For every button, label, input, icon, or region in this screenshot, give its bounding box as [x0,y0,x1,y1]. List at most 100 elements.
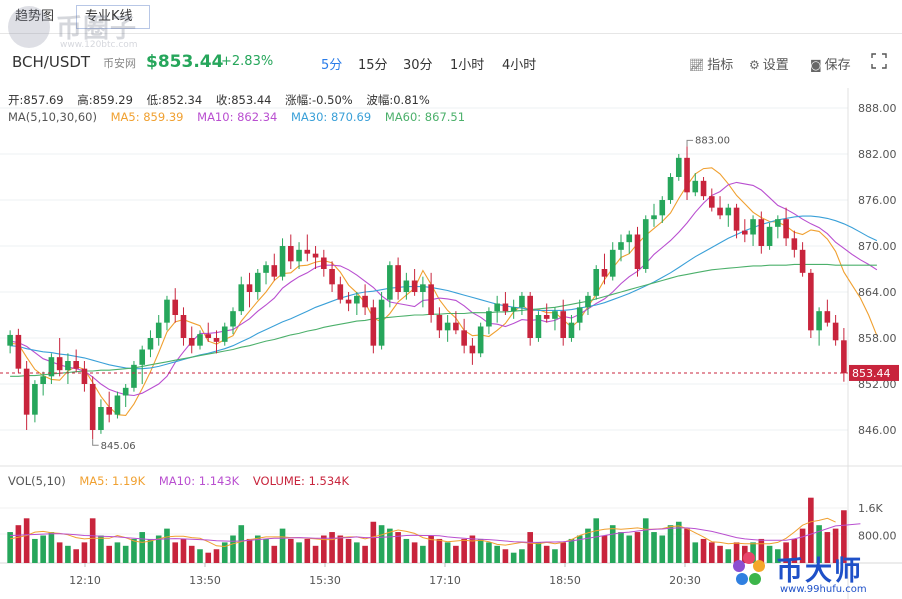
volume-bar [758,538,765,563]
candle-body [7,334,13,346]
candle-body [585,295,591,308]
settings-button[interactable]: ⚙ 设置 [749,54,789,73]
candle-body [700,180,707,197]
moving-average-lines [10,167,878,416]
candle-body [221,326,228,342]
volume-ma10-line [10,523,861,543]
ma60-legend: MA60: 867.51 [384,110,466,124]
volume-bar [717,545,723,563]
settings-label: 设置 [762,58,789,73]
candle-body [832,322,839,341]
volume-bar [568,538,575,563]
tab-pro-kline[interactable]: 专业K线 [76,5,150,29]
candle-body [618,242,624,250]
volume-bar [552,549,558,563]
candle-body [155,322,162,338]
candle-body [139,349,146,365]
candle-body [651,215,657,220]
volume-bar [510,552,517,563]
ma-legend: MA(5,10,30,60) MA5: 859.39 MA10: 862.34 … [8,110,475,124]
candle-body [254,272,261,292]
candle-body [180,315,187,338]
time-tick-label: 13:50 [189,574,221,587]
candle-body [197,334,203,346]
gear-icon: ⚙ [749,58,760,72]
candle-body [172,299,179,315]
tab-trend[interactable]: 趋势图 [15,9,55,24]
interval-1h[interactable]: 1小时 [450,58,485,73]
volume-bar [634,532,641,563]
low-annotation: 845.06 [101,441,136,452]
volume-bar [684,528,690,563]
volume-bar [750,542,756,563]
candle-body [378,299,385,346]
volume-bar [23,518,30,563]
candle-body [510,307,517,312]
ma10-line [10,181,878,397]
candle-body [816,311,822,331]
fullscreen-icon[interactable] [871,53,887,69]
candle-body [725,207,732,216]
volume-bar [263,538,269,563]
candle-body [263,265,269,273]
candle-body [436,315,443,331]
candle-body [684,157,690,193]
candle-body [659,200,666,216]
volume-bar [585,528,591,563]
interval-5m[interactable]: 5分 [321,58,343,73]
volume-bar [197,549,203,563]
volume-bar [618,532,624,563]
candle-body [552,311,558,319]
candle-body [486,311,492,327]
volume-bar [362,545,368,563]
volume-bar [65,545,71,563]
candlestick-chart[interactable]: 888.00 882.00 876.00 870.00 864.00 858.00 852.… [0,88,902,599]
interval-4h[interactable]: 4小时 [502,58,537,73]
candle-body [370,307,377,346]
interval-30m[interactable]: 30分 [403,58,433,73]
low-value: 低:852.34 [146,93,203,107]
candle-body [296,249,302,262]
volume-bar [420,545,426,563]
volume-bar [576,535,583,563]
candle-body [329,269,335,285]
price-tick-label: 882.00 [858,148,897,161]
candle-body [246,284,253,292]
open-value: 开:857.69 [8,93,64,107]
volume-bar [164,528,170,563]
candle-body [147,338,154,350]
last-price-label: 853.44 [852,367,891,380]
save-button[interactable]: ◙ 保存 [810,54,851,73]
volume-bar [494,545,500,563]
volume-bar [766,545,773,563]
volume-bar [180,538,187,563]
indicator-label: 指标 [707,58,734,73]
candle-body [32,384,38,415]
volume-bar [188,545,195,563]
volume-bar [403,538,410,563]
volume-bar [543,545,550,563]
camera-icon: ◙ [810,58,822,72]
volume-bar [321,535,327,563]
volume-bar [48,532,55,563]
candle-body [387,265,393,300]
volume-bar [114,542,121,563]
candle-body [527,295,533,338]
time-tick-label: 15:30 [309,574,341,587]
volume-bar [238,525,245,563]
interval-15m[interactable]: 15分 [358,58,388,73]
volume-value-legend: VOLUME: 1.534K [252,474,350,488]
volume-bar [791,538,798,563]
candle-body [89,384,96,430]
candle-body [692,180,699,193]
indicator-button[interactable]: 📈︎ 指标 [689,54,733,73]
volume-ma5-line [9,517,836,548]
candle-body [362,295,368,308]
volume-bars [7,497,847,563]
volume-bar [32,538,38,563]
volume-bar [593,518,600,563]
volume-bar [213,549,220,563]
candle-body [667,177,674,200]
candle-body [609,249,616,277]
